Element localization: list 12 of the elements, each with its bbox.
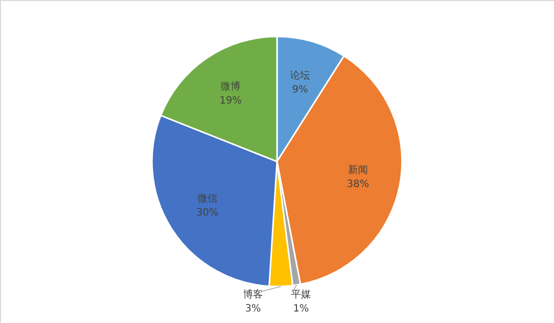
data-label: 19% — [220, 95, 242, 106]
slice-label: 博客 — [243, 288, 263, 300]
slice-label: 微信 — [197, 192, 218, 205]
slice-label: 微博 — [220, 80, 241, 92]
data-label: 9% — [292, 84, 308, 96]
data-label: 3% — [245, 304, 261, 314]
slice-label: 新闻 — [348, 164, 368, 176]
slice-label: 平媒 — [291, 290, 311, 300]
data-label: 1% — [293, 304, 309, 314]
data-label: 30% — [196, 208, 218, 219]
slice-label: 论坛 — [290, 69, 310, 82]
data-label: 38% — [346, 178, 370, 190]
